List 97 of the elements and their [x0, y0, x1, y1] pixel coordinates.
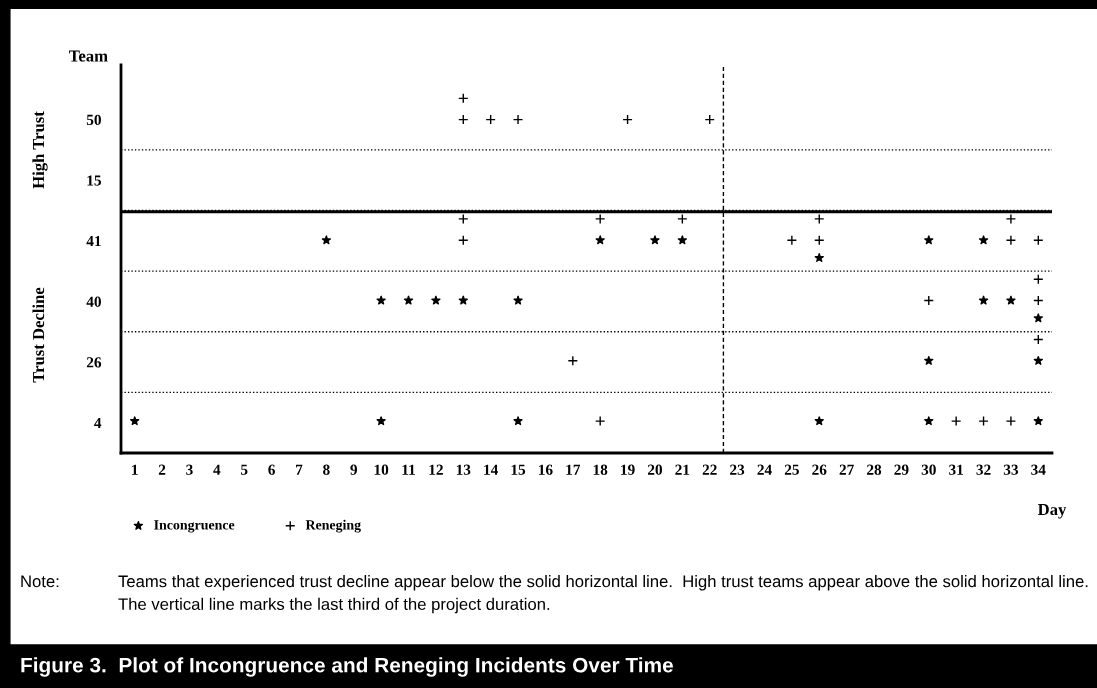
point: [458, 235, 469, 246]
point: [376, 416, 386, 426]
point: [567, 355, 579, 366]
x-tick-label: 3: [186, 464, 193, 475]
x-tick-label: 4: [213, 464, 221, 475]
point: [458, 114, 469, 125]
text: Trust Decline: [32, 287, 45, 383]
x-tick-label: 11: [402, 464, 415, 475]
x-tick-label: 14: [484, 464, 499, 475]
x-tick-label: 24: [757, 464, 772, 475]
point: [950, 415, 962, 427]
point: [403, 295, 414, 305]
point: [1033, 416, 1043, 426]
text: Teams that experienced trust decline appear below the solid horizontal line. High trust teams appear above the solid horizontal line. The vertical line marks the last third of the project duration.: [118, 575, 1088, 614]
x-tick-label: 30: [921, 464, 936, 475]
point: [458, 213, 469, 225]
x-tick-label: 13: [456, 464, 471, 475]
point: [978, 295, 989, 305]
x-tick-label: 18: [593, 464, 608, 475]
point: [786, 235, 798, 246]
x-tick-label: 17: [566, 464, 581, 475]
point: [485, 114, 496, 125]
point: [677, 213, 688, 225]
point: [814, 213, 825, 225]
x-tick-label: 32: [976, 464, 991, 475]
x-tick-label: 10: [374, 464, 389, 475]
point: [1033, 334, 1044, 345]
x-tick-label: 16: [539, 464, 553, 475]
category-label: 15: [87, 175, 101, 186]
point: [1033, 295, 1044, 306]
x-tick-label: 26: [812, 464, 827, 475]
point: [1005, 415, 1017, 427]
x-tick-label: 1: [132, 464, 138, 475]
category-label: 41: [86, 236, 101, 247]
legend-label: Incongruence: [154, 520, 235, 533]
point: [512, 114, 524, 125]
point: [650, 235, 660, 245]
category-label: 4: [94, 417, 102, 428]
x-tick-label: 8: [323, 464, 330, 475]
x-tick-label: 34: [1031, 464, 1046, 475]
point: [814, 235, 825, 246]
x-tick-label: 19: [621, 464, 635, 475]
point: [458, 295, 468, 305]
point: [924, 355, 934, 365]
text: High Trust: [32, 111, 48, 189]
point: [376, 295, 386, 305]
point: [978, 235, 989, 245]
point: [458, 93, 469, 104]
x-tick-label: 25: [784, 464, 799, 475]
x-tick-label: 33: [1003, 464, 1019, 475]
x-tick-label: 7: [296, 464, 303, 475]
point: [594, 415, 606, 427]
x-tick-label: 21: [675, 464, 690, 475]
x-tick-label: 29: [894, 464, 909, 475]
x-tick-label: 22: [702, 464, 717, 475]
point: [814, 416, 824, 426]
point: [513, 295, 523, 305]
point: [924, 235, 934, 245]
x-tick-label: 5: [241, 464, 248, 475]
text: Figure 3. Plot of Incongruence and Reneging Incidents Over Time: [21, 657, 673, 677]
category-label: 26: [86, 357, 102, 368]
category-label: 50: [86, 114, 101, 126]
point: [978, 415, 989, 427]
x-tick-label: 12: [429, 464, 443, 475]
x-tick-label: 9: [350, 464, 358, 475]
point: [594, 213, 606, 225]
point: [622, 114, 633, 125]
point: [924, 416, 934, 426]
point: [1033, 274, 1044, 285]
point: [1005, 213, 1017, 225]
x-tick-label: 15: [511, 464, 526, 475]
point: [1033, 355, 1043, 365]
text: Note:: [21, 575, 59, 588]
y-axis-title: Team: [69, 50, 108, 62]
point: [130, 416, 140, 426]
point: [321, 235, 332, 245]
x-tick-label: 31: [949, 464, 964, 475]
point: [814, 253, 824, 263]
point: [1005, 235, 1017, 246]
point: [1033, 235, 1044, 246]
point: [704, 114, 715, 125]
point: [513, 416, 523, 426]
point: [677, 235, 687, 245]
point: [923, 295, 934, 306]
category-label: 40: [86, 296, 101, 307]
point: [431, 295, 441, 305]
x-axis-title: Day: [1037, 504, 1067, 519]
x-tick-label: 23: [730, 464, 745, 475]
point: [1033, 313, 1043, 323]
x-tick-label: 28: [867, 464, 882, 475]
x-tick-label: 2: [158, 464, 166, 475]
legend-label: Reneging: [305, 519, 361, 533]
x-tick-label: 27: [839, 464, 854, 475]
point: [595, 235, 605, 245]
point: [1006, 295, 1016, 305]
x-tick-label: 6: [268, 464, 275, 475]
x-tick-label: 20: [647, 464, 663, 475]
